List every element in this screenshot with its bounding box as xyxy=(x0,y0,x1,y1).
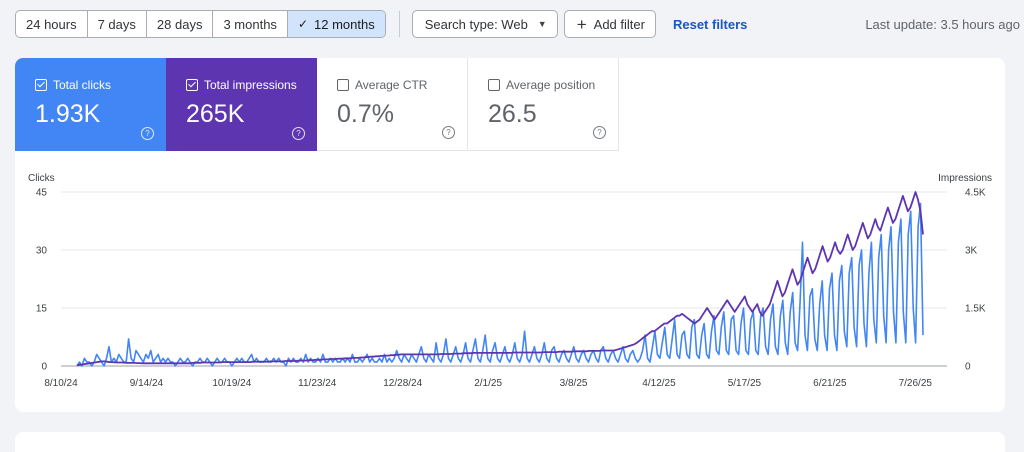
range-7-days[interactable]: 7 days xyxy=(88,11,147,37)
x-tick-label: 5/17/25 xyxy=(728,378,762,389)
right-tick-label: 3K xyxy=(965,246,978,257)
range-label: 28 days xyxy=(156,16,203,32)
checkmark-icon: ✓ xyxy=(297,17,308,31)
toolbar: 24 hours 7 days 28 days 3 months ✓ 12 mon… xyxy=(15,10,747,38)
metric-value: 0.7% xyxy=(337,100,394,128)
x-tick-label: 9/14/24 xyxy=(130,378,164,389)
checkbox-unchecked-icon[interactable] xyxy=(488,79,500,91)
series-line-impressions xyxy=(76,191,924,367)
right-tick-label: 1.5K xyxy=(965,304,986,315)
checkbox-unchecked-icon[interactable] xyxy=(337,79,349,91)
metric-label: Total clicks xyxy=(53,78,112,92)
search-type-dropdown[interactable]: Search type: Web ▼ xyxy=(411,10,558,38)
last-update-text: Last update: 3.5 hours ago xyxy=(865,17,1020,32)
help-icon[interactable]: ? xyxy=(593,126,606,139)
right-tick-label: 4.5K xyxy=(965,188,986,199)
performance-card: Total clicks 1.93K ? Total impressions 2… xyxy=(15,58,1005,412)
checkbox-checked-icon[interactable] xyxy=(35,79,47,91)
metric-value: 265K xyxy=(186,100,245,128)
metric-tile-total-impressions[interactable]: Total impressions 265K ? xyxy=(166,58,317,151)
reset-filters-link[interactable]: Reset filters xyxy=(672,16,748,32)
range-label: 12 months xyxy=(314,16,375,32)
metric-header: Total impressions xyxy=(186,78,297,92)
metric-label: Average position xyxy=(506,78,596,92)
range-12-months[interactable]: ✓ 12 months xyxy=(287,11,385,37)
metric-header: Average position xyxy=(488,78,595,92)
x-tick-label: 3/8/25 xyxy=(560,378,588,389)
date-range-selector: 24 hours 7 days 28 days 3 months ✓ 12 mon… xyxy=(15,10,386,38)
add-filter-label: Add filter xyxy=(593,16,645,32)
metric-tile-total-clicks[interactable]: Total clicks 1.93K ? xyxy=(15,58,166,151)
right-axis-title: Impressions xyxy=(938,173,992,184)
help-icon[interactable]: ? xyxy=(141,127,154,140)
right-tick-label: 0 xyxy=(965,362,971,373)
x-tick-label: 4/12/25 xyxy=(642,378,676,389)
help-icon[interactable]: ? xyxy=(292,127,305,140)
left-axis-title: Clicks xyxy=(28,173,55,184)
next-card-edge xyxy=(15,432,1005,452)
metric-tile-average-ctr[interactable]: Average CTR 0.7% ? xyxy=(317,58,468,151)
left-tick-label: 15 xyxy=(36,304,48,315)
left-tick-label: 30 xyxy=(36,246,48,257)
caret-down-icon: ▼ xyxy=(537,19,547,29)
metric-tile-average-position[interactable]: Average position 26.5 ? xyxy=(468,58,619,151)
x-tick-label: 2/1/25 xyxy=(474,378,502,389)
x-tick-label: 6/21/25 xyxy=(813,378,847,389)
x-tick-label: 10/19/24 xyxy=(212,378,251,389)
left-tick-label: 0 xyxy=(41,362,47,373)
range-label: 7 days xyxy=(97,16,136,32)
x-tick-label: 12/28/24 xyxy=(383,378,422,389)
help-icon[interactable]: ? xyxy=(442,126,455,139)
metric-header: Total clicks xyxy=(35,78,111,92)
range-label: 3 months xyxy=(223,16,277,32)
toolbar-divider xyxy=(398,11,400,37)
metric-value: 26.5 xyxy=(488,100,537,128)
plus-icon: + xyxy=(576,14,587,34)
range-24-hours[interactable]: 24 hours xyxy=(16,11,88,37)
checkbox-checked-icon[interactable] xyxy=(186,79,198,91)
metric-header: Average CTR xyxy=(337,78,427,92)
search-type-label: Search type: Web xyxy=(424,16,528,32)
range-label: 24 hours xyxy=(26,16,77,32)
metric-tiles: Total clicks 1.93K ? Total impressions 2… xyxy=(15,58,619,151)
performance-chart[interactable]: Clicks Impressions 0 0 15 1.5K 30 3K 45 4.5K 8/10/… xyxy=(15,151,1005,412)
x-tick-label: 11/23/24 xyxy=(298,378,337,389)
metric-value: 1.93K xyxy=(35,100,101,128)
metric-label: Total impressions xyxy=(204,78,297,92)
add-filter-button[interactable]: + Add filter xyxy=(563,10,656,38)
metric-label: Average CTR xyxy=(355,78,428,92)
left-tick-label: 45 xyxy=(36,188,48,199)
x-tick-label: 7/26/25 xyxy=(899,378,933,389)
series-line-clicks xyxy=(76,202,924,367)
range-28-days[interactable]: 28 days xyxy=(147,11,214,37)
range-3-months[interactable]: 3 months xyxy=(213,11,288,37)
x-tick-label: 8/10/24 xyxy=(44,378,78,389)
